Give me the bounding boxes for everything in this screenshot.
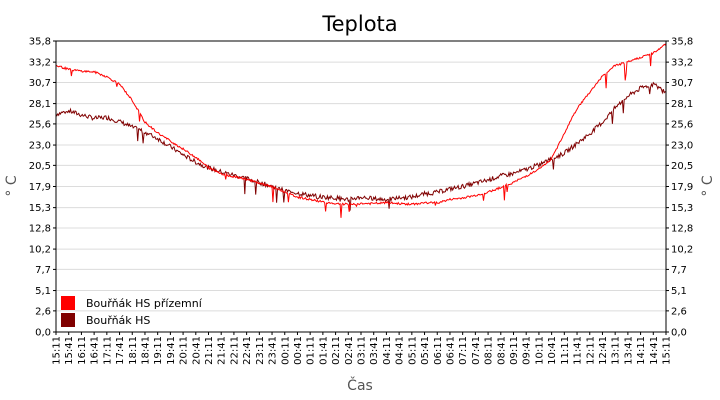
x-tick-label: 08:41 [496,336,507,365]
y-tick-label-left: 28,1 [29,99,51,110]
legend-swatch [61,296,75,310]
x-tick-label: 12:11 [585,336,596,365]
x-tick-label: 16:41 [90,336,101,365]
x-tick-label: 15:11 [52,336,63,365]
x-tick-label: 20:41 [191,336,202,365]
legend: Bouřňák HS přízemní Bouřňák HS [61,296,203,327]
y-axis-label-right: ° C [700,175,716,196]
x-tick-label: 09:11 [509,336,520,365]
y-tick-label-left: 12,8 [29,223,51,234]
y-tick-label-left: 33,2 [29,58,51,69]
x-tick-label: 07:41 [471,336,482,365]
x-tick-label: 15:11 [662,336,673,365]
series-line [55,43,667,218]
legend-label: Bouřňák HS přízemní [86,297,203,310]
x-tick-label: 10:41 [547,336,558,365]
x-tick-label: 01:11 [306,336,317,365]
y-tick-label-left: 7,7 [35,265,51,276]
y-tick-label-right: 15,3 [671,203,693,214]
x-tick-label: 20:11 [179,336,190,365]
y-tick-label-left: 30,7 [29,78,51,89]
y-tick-label-left: 2,6 [35,306,51,317]
x-tick-label: 05:11 [407,336,418,365]
y-tick-label-right: 7,7 [671,265,687,276]
y-tick-label-right: 28,1 [671,99,693,110]
y-tick-label-right: 30,7 [671,78,693,89]
x-tick-label: 17:41 [115,336,126,365]
y-tick-label-left: 20,5 [29,161,51,172]
legend-swatch [61,313,75,327]
y-tick-label-right: 12,8 [671,223,693,234]
x-axis-label: Čas [347,376,373,394]
y-tick-label-right: 0,0 [671,328,687,339]
x-tick-label: 16:11 [77,336,88,365]
x-tick-label: 19:41 [166,336,177,365]
x-tick-label: 23:41 [268,336,279,365]
x-tick-label: 13:11 [611,336,622,365]
x-tick-label: 01:41 [318,336,329,365]
y-tick-label-right: 35,8 [671,37,693,48]
y-tick-label-right: 2,6 [671,306,687,317]
y-tick-label-right: 20,5 [671,161,693,172]
x-tick-label: 14:11 [636,336,647,365]
x-tick-label: 11:11 [560,336,571,365]
y-tick-label-right: 17,9 [671,182,693,193]
y-tick-label-right: 23,0 [671,141,693,152]
y-tick-label-left: 25,6 [29,119,51,130]
x-tick-label: 02:11 [331,336,342,365]
y-tick-label-left: 0,0 [35,328,51,339]
x-tick-label: 04:11 [382,336,393,365]
y-tick-label-right: 5,1 [671,286,687,297]
grid-lines [56,61,666,312]
x-tick-label: 19:11 [153,336,164,365]
x-tick-label: 08:11 [484,336,495,365]
series-lines [55,43,667,218]
y-tick-label-left: 35,8 [29,37,51,48]
x-tick-label: 11:41 [573,336,584,365]
y-tick-label-left: 5,1 [35,286,51,297]
x-tick-label: 02:41 [344,336,355,365]
y-tick-label-right: 33,2 [671,58,693,69]
x-tick-label: 03:11 [357,336,368,365]
x-tick-label: 09:41 [522,336,533,365]
x-tick-label: 23:11 [255,336,266,365]
chart-title: Teplota [321,12,397,36]
y-tick-label-right: 10,2 [671,245,693,256]
y-tick-label-left: 15,3 [29,203,51,214]
x-tick-label: 15:41 [64,336,75,365]
x-tick-label: 07:11 [458,336,469,365]
x-tick-label: 18:41 [140,336,151,365]
x-tick-label: 21:11 [204,336,215,365]
x-tick-label: 00:11 [280,336,291,365]
y-tick-label-left: 17,9 [29,182,51,193]
x-tick-label: 04:41 [395,336,406,365]
x-axis: 15:11 15:41 16:11 16:41 17:11 17:41 18:11 18:41… [52,332,673,365]
y-axis-label-left: ° C [4,175,20,196]
x-tick-label: 00:41 [293,336,304,365]
x-tick-label: 05:41 [420,336,431,365]
y-tick-label-right: 25,6 [671,119,693,130]
x-tick-label: 21:41 [217,336,228,365]
x-tick-label: 13:41 [623,336,634,365]
series-line [55,81,667,211]
x-tick-label: 22:41 [242,336,253,365]
x-tick-label: 17:11 [102,336,113,365]
x-tick-label: 10:11 [534,336,545,365]
y-tick-label-left: 23,0 [29,141,51,152]
x-tick-label: 12:41 [598,336,609,365]
x-tick-label: 06:41 [445,336,456,365]
x-tick-label: 18:11 [128,336,139,365]
x-tick-label: 14:41 [649,336,660,365]
y-axis-left: 0,0 2,6 5,1 7,7 10,2 12,8 15,3 17,9 20,5 23,0 25,6… [29,37,56,339]
x-tick-label: 03:41 [369,336,380,365]
legend-label: Bouřňák HS [86,314,150,327]
y-axis-right: 0,0 2,6 5,1 7,7 10,2 12,8 15,3 17,9 20,5 23,0 25,6… [666,37,693,339]
x-tick-label: 22:11 [229,336,240,365]
y-tick-label-left: 10,2 [29,245,51,256]
x-tick-label: 06:11 [433,336,444,365]
